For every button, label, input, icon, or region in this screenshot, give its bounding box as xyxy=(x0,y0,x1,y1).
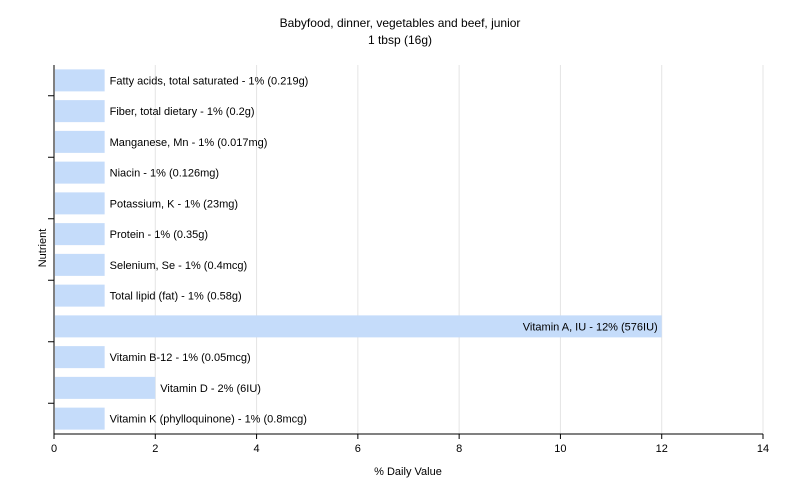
x-tick-label: 6 xyxy=(355,443,361,455)
bar xyxy=(55,100,105,123)
bar xyxy=(55,376,156,399)
bar xyxy=(55,130,105,153)
bar xyxy=(55,161,105,184)
data-label: Vitamin B-12 - 1% (0.05mcg) xyxy=(110,352,251,364)
x-tick-label: 12 xyxy=(656,443,668,455)
bar xyxy=(55,253,105,276)
x-axis-label: % Daily Value xyxy=(374,466,442,478)
data-label: Selenium, Se - 1% (0.4mcg) xyxy=(110,260,248,272)
bar xyxy=(55,407,105,430)
data-label: Fatty acids, total saturated - 1% (0.219… xyxy=(110,75,309,87)
data-label: Vitamin D - 2% (6IU) xyxy=(160,383,261,395)
x-tick-label: 14 xyxy=(757,443,769,455)
bar xyxy=(55,284,105,307)
x-tick-label: 8 xyxy=(456,443,462,455)
chart-title: Babyfood, dinner, vegetables and beef, j… xyxy=(279,16,521,30)
data-label: Total lipid (fat) - 1% (0.58g) xyxy=(110,291,242,303)
data-label: Vitamin K (phylloquinone) - 1% (0.8mcg) xyxy=(110,414,307,426)
bar xyxy=(55,192,105,215)
data-label: Vitamin A, IU - 12% (576IU) xyxy=(523,321,658,333)
data-label: Protein - 1% (0.35g) xyxy=(110,229,208,241)
bar xyxy=(55,315,662,338)
data-label: Potassium, K - 1% (23mg) xyxy=(110,198,238,210)
data-label: Niacin - 1% (0.126mg) xyxy=(110,168,219,180)
data-label: Fiber, total dietary - 1% (0.2g) xyxy=(110,106,255,118)
x-tick-label: 10 xyxy=(554,443,566,455)
x-tick-label: 4 xyxy=(254,443,260,455)
x-tick-label: 0 xyxy=(51,443,57,455)
x-tick-label: 2 xyxy=(152,443,158,455)
bar xyxy=(55,69,105,92)
bar xyxy=(55,223,105,246)
data-label: Manganese, Mn - 1% (0.017mg) xyxy=(110,137,268,149)
chart-subtitle: 1 tbsp (16g) xyxy=(367,33,433,47)
bar xyxy=(55,346,105,369)
